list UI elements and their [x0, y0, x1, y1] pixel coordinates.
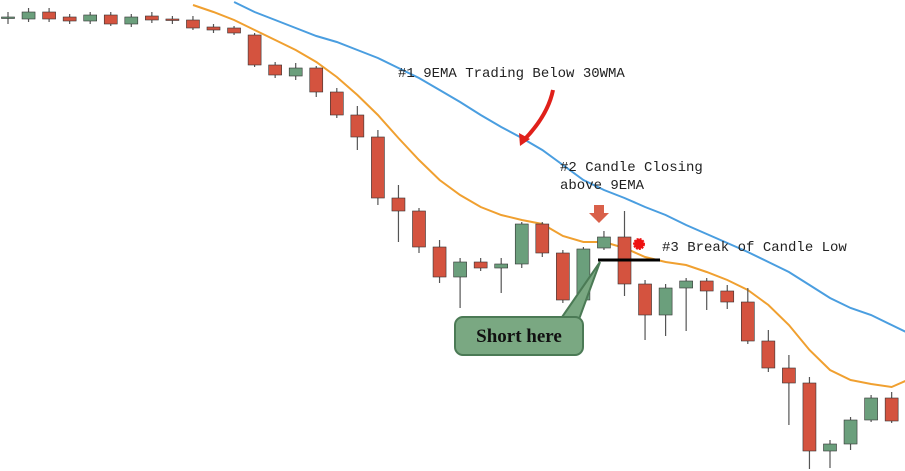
candle-body — [740, 301, 755, 342]
candle-body — [473, 261, 488, 269]
down-arrow — [589, 205, 609, 223]
candle-body — [1, 16, 15, 19]
candle-body — [453, 261, 467, 278]
moving-average — [192, 4, 905, 389]
candle-body — [864, 397, 878, 421]
callout-text: Short here — [476, 326, 562, 347]
candle-body — [556, 252, 570, 301]
candle-body — [350, 114, 365, 138]
candle-body — [412, 210, 426, 248]
red-arrow-head — [519, 133, 530, 146]
candle-body — [597, 236, 611, 249]
candle-body — [432, 246, 447, 278]
candle-body — [329, 91, 344, 116]
candle-body — [802, 382, 817, 452]
candle-body — [884, 397, 899, 422]
candle-body — [165, 18, 180, 21]
candle-body — [42, 11, 56, 20]
candle-body — [62, 16, 77, 22]
candle-body — [268, 64, 282, 76]
candle-body — [371, 136, 385, 199]
candle-body — [514, 223, 529, 265]
candle-body — [638, 283, 652, 316]
candle-body — [782, 367, 796, 384]
candle-body — [103, 14, 118, 25]
annotation: above 9EMA — [560, 178, 645, 194]
candle-body — [679, 280, 693, 289]
candle-body — [699, 280, 714, 292]
annotation: #2 Candle Closing — [560, 160, 703, 176]
candle-body — [761, 340, 776, 369]
candle-body — [206, 26, 221, 31]
candle-body — [843, 419, 858, 445]
candle-body — [247, 34, 262, 66]
callout — [454, 316, 584, 356]
red-arrow — [522, 89, 555, 142]
candle-body — [535, 223, 550, 254]
annotation: #1 9EMA Trading Below 30WMA — [398, 66, 625, 82]
moving-average — [233, 1, 905, 333]
candle-body — [21, 11, 36, 20]
annotation: #3 Break of Candle Low — [662, 240, 847, 256]
candle-body — [494, 263, 509, 269]
candle-body — [658, 287, 673, 316]
candle-body — [288, 67, 303, 77]
candle-body — [186, 19, 200, 29]
candle-body — [227, 27, 241, 34]
red-dot — [633, 238, 645, 250]
candle-body — [83, 14, 97, 22]
candle-body — [391, 197, 406, 212]
candle-body — [124, 16, 139, 25]
candle-body — [823, 443, 837, 452]
candle-body — [720, 290, 735, 303]
candle-body — [309, 67, 324, 93]
candle-body — [145, 15, 159, 21]
